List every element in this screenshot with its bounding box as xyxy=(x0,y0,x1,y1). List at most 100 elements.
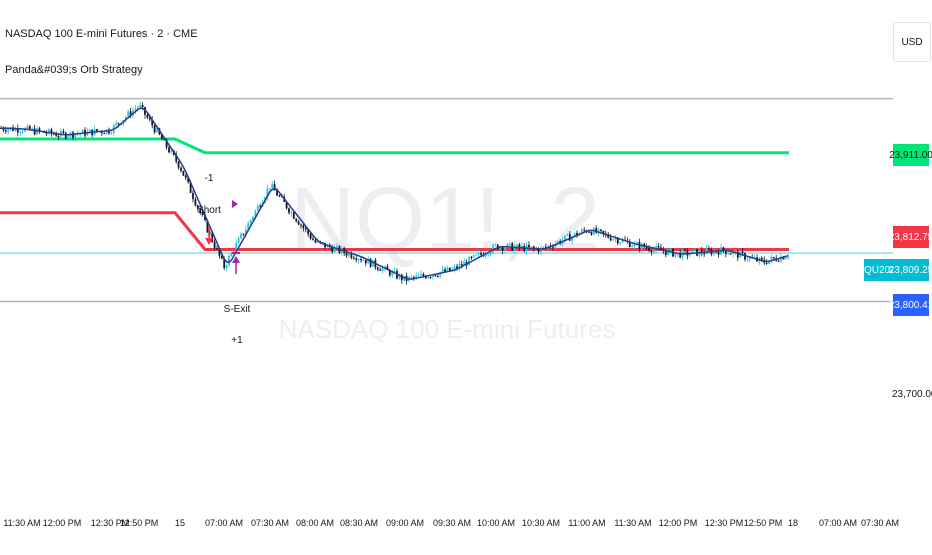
candle-body xyxy=(657,246,660,248)
candle-body xyxy=(556,241,559,244)
candle-body xyxy=(566,234,569,236)
indicator-name[interactable]: Panda&#039;s Orb Strategy xyxy=(5,64,143,76)
candle-body xyxy=(564,235,566,241)
candle-body xyxy=(38,128,41,131)
orb-low-line xyxy=(0,211,789,251)
candle-body xyxy=(777,260,780,262)
x-tick-label: 12:50 PM xyxy=(120,518,159,528)
x-tick-label: 08:00 AM xyxy=(296,518,334,528)
candle-body xyxy=(326,244,329,248)
candle-body xyxy=(436,276,439,277)
x-tick-label: 09:30 AM xyxy=(433,518,471,528)
candle-body xyxy=(487,254,490,256)
candle-body xyxy=(415,275,418,278)
candle-body xyxy=(398,274,401,279)
candle-body xyxy=(355,258,358,261)
candle-body xyxy=(571,236,574,241)
candle-body xyxy=(688,253,691,256)
x-tick-label: 12:00 PM xyxy=(43,518,82,528)
candle-body xyxy=(513,246,516,251)
candle-body xyxy=(448,267,451,271)
candle-body xyxy=(134,108,137,111)
candle-body xyxy=(684,250,686,251)
currency-button[interactable]: USD xyxy=(893,22,931,62)
candle-body xyxy=(460,264,463,266)
candle-body xyxy=(208,232,211,234)
candle-body xyxy=(124,117,127,121)
candle-body xyxy=(141,105,144,107)
short-label: Short xyxy=(197,205,221,216)
candle-body xyxy=(686,250,689,256)
candle-body xyxy=(352,257,355,259)
x-tick-label: 07:30 AM xyxy=(861,518,899,528)
candle-body xyxy=(724,250,727,254)
candle-body xyxy=(362,260,365,262)
candle-body xyxy=(645,247,648,249)
candle-body xyxy=(458,264,461,269)
candle-body xyxy=(235,243,238,253)
candle-body xyxy=(206,220,209,233)
watermark-symbol: NQ1!, 2 xyxy=(290,170,600,270)
candle-body xyxy=(391,271,394,276)
candle-body xyxy=(736,251,739,258)
candle-body xyxy=(420,274,422,276)
candle-body xyxy=(285,201,288,209)
candle-body xyxy=(475,254,478,256)
candle-body xyxy=(2,128,5,131)
candle-body xyxy=(552,246,554,248)
candle-body xyxy=(230,253,233,257)
x-tick-label: 10:30 AM xyxy=(522,518,560,528)
candle-body xyxy=(273,184,276,191)
candle-body xyxy=(782,256,785,260)
candle-body xyxy=(165,139,168,148)
candle-body xyxy=(26,126,29,129)
candle-body xyxy=(268,188,271,190)
candle-body xyxy=(652,249,655,253)
short-qty-label: -1 xyxy=(205,173,214,184)
candle-body xyxy=(189,182,192,193)
candle-body xyxy=(741,251,744,254)
candle-body xyxy=(153,125,156,133)
candle-body xyxy=(655,246,658,250)
candle-body xyxy=(386,266,389,270)
candle-body xyxy=(218,248,221,256)
candle-body xyxy=(602,230,605,234)
candle-body xyxy=(290,212,293,214)
candle-body xyxy=(88,129,91,132)
candle-body xyxy=(55,134,58,137)
candle-body xyxy=(612,239,614,241)
candle-body xyxy=(314,240,317,243)
candle-body xyxy=(237,238,240,244)
candle-body xyxy=(182,170,185,176)
candle-body xyxy=(160,134,163,140)
candle-body xyxy=(727,253,730,255)
candle-body xyxy=(62,131,65,133)
moving-average xyxy=(1,107,789,280)
candle-body xyxy=(492,244,494,253)
candle-body xyxy=(400,274,403,281)
candle-body xyxy=(348,253,350,256)
candle-body xyxy=(170,150,173,153)
candle-body xyxy=(266,188,269,198)
candle-body xyxy=(307,229,310,235)
candle-body xyxy=(333,247,336,252)
candle-body xyxy=(276,190,278,196)
candle-body xyxy=(64,132,67,139)
last-price-tag: 23,809.25 xyxy=(889,259,932,281)
candle-body xyxy=(628,241,631,247)
candle-body xyxy=(489,252,492,255)
candle-body xyxy=(494,244,497,246)
candle-body xyxy=(16,128,19,133)
candle-body xyxy=(259,205,262,207)
candle-body xyxy=(580,229,583,233)
candle-body xyxy=(156,128,158,133)
candle-body xyxy=(614,238,617,240)
candle-body xyxy=(304,228,307,230)
watermark: NQ1!, 2 NASDAQ 100 E-mini Futures xyxy=(279,170,616,344)
candle-body xyxy=(139,105,142,108)
candle-body xyxy=(216,248,218,250)
x-tick-label: 11:30 AM xyxy=(614,518,651,528)
candle-body xyxy=(331,247,334,252)
